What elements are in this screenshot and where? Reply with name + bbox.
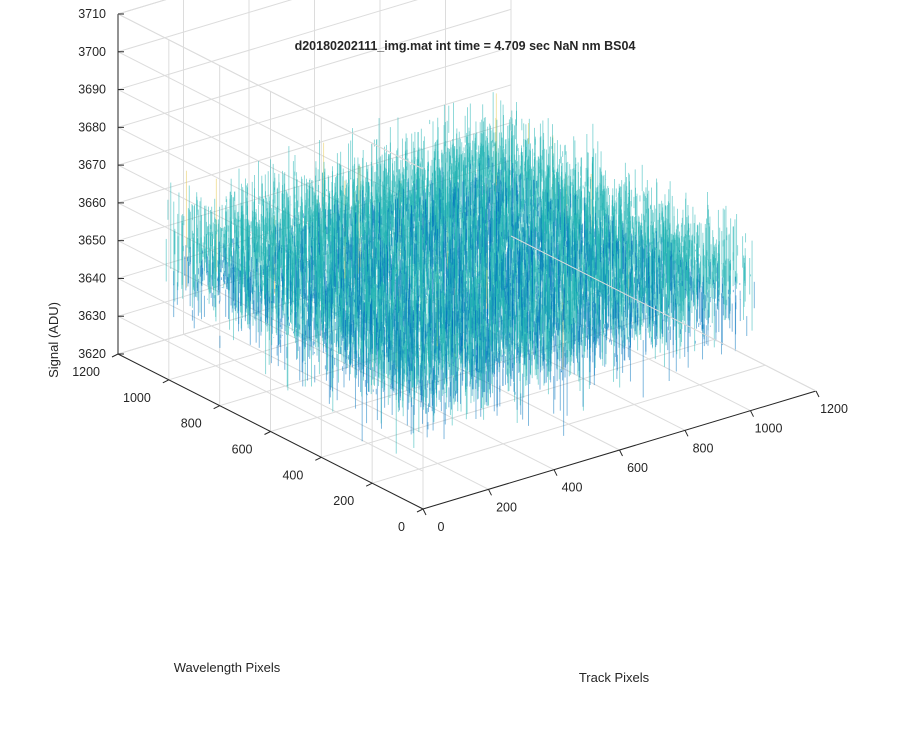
wall-grid-line (117, 277, 424, 434)
floor-grid-line (372, 364, 766, 484)
wall-grid-line (117, 315, 424, 472)
wall-grid-line (117, 0, 419, 91)
surface-mesh (165, 92, 755, 454)
wall-grid-line (117, 240, 424, 397)
wall-grid-line (117, 84, 512, 204)
floor-grid-line (321, 338, 715, 458)
wall-grid-line (117, 0, 293, 53)
wall-grid-line (117, 8, 512, 128)
wall-grid-line (117, 46, 512, 166)
wall-grid-line (117, 51, 424, 208)
